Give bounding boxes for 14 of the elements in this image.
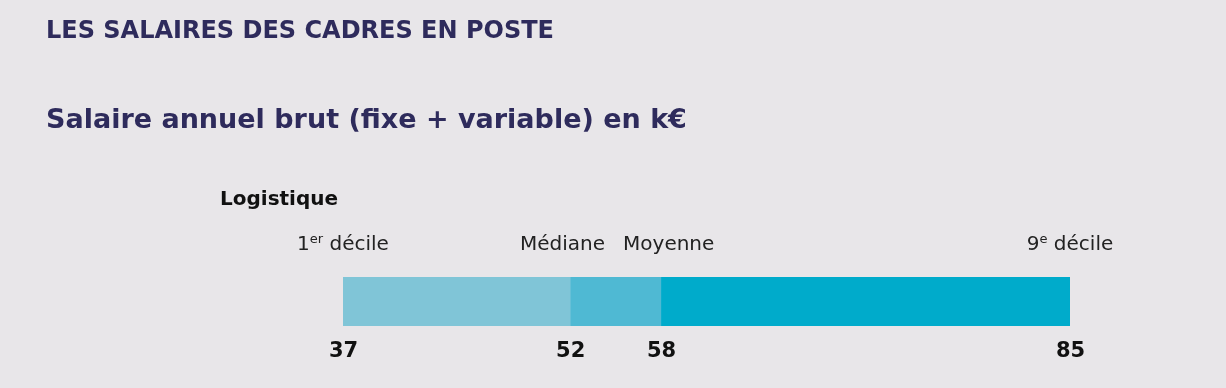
bar xyxy=(343,277,571,326)
bar xyxy=(661,277,1070,326)
x-tick-label: 37 xyxy=(328,337,359,362)
annotation: Médiane xyxy=(520,231,606,255)
y-tick-label: Logistique xyxy=(220,186,339,210)
annotation: 9$^{e}$ décile xyxy=(1026,230,1114,255)
annotation: Moyenne xyxy=(623,231,715,255)
chart-subtitle: Salaire annuel brut (fixe + variable) en k€ xyxy=(46,103,687,134)
annotation: 1$^{er}$ décile xyxy=(297,230,389,255)
chart-title: LES SALAIRES DES CADRES EN POSTE xyxy=(46,16,554,44)
x-tick-label: 58 xyxy=(646,337,677,362)
bar xyxy=(570,277,662,326)
x-tick-label: 52 xyxy=(556,337,586,362)
x-tick-label: 85 xyxy=(1055,337,1086,362)
